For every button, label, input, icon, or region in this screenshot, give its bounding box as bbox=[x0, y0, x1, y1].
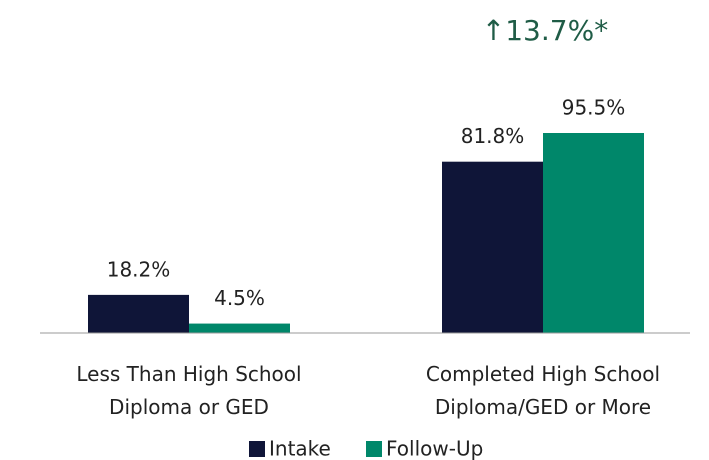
value-label: 4.5% bbox=[214, 286, 265, 310]
bar bbox=[442, 161, 543, 333]
bar bbox=[88, 294, 189, 333]
legend-label: Intake bbox=[269, 437, 331, 460]
legend-label: Follow-Up bbox=[386, 437, 483, 460]
x-tick-label: Less Than High School Diploma or GED bbox=[76, 362, 302, 419]
value-label: 95.5% bbox=[562, 96, 626, 120]
bar bbox=[543, 133, 644, 333]
legend-swatch bbox=[366, 441, 382, 457]
value-label: 81.8% bbox=[461, 124, 525, 148]
annotation: ↑13.7%* bbox=[482, 14, 608, 47]
legend-swatch bbox=[249, 441, 265, 457]
x-tick-label: Completed High School Diploma/GED or Mor… bbox=[425, 362, 661, 419]
bar bbox=[189, 323, 290, 333]
value-label: 18.2% bbox=[107, 257, 171, 281]
